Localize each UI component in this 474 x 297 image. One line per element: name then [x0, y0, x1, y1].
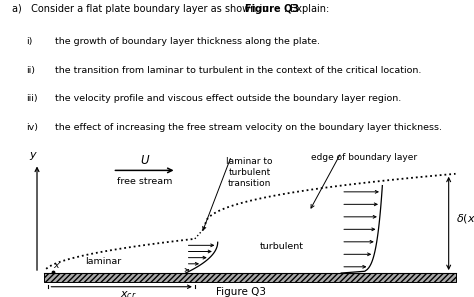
- Text: iii): iii): [26, 94, 38, 103]
- Text: . Explain:: . Explain:: [284, 4, 329, 14]
- Text: a)   Consider a flat plate boundary layer as shown in: a) Consider a flat plate boundary layer …: [12, 4, 272, 14]
- Text: i): i): [26, 37, 32, 46]
- Text: Figure Q3: Figure Q3: [245, 4, 299, 14]
- Bar: [44, 273, 456, 282]
- Text: the transition from laminar to turbulent in the context of the critical location: the transition from laminar to turbulent…: [55, 66, 421, 75]
- Text: the velocity profile and viscous effect outside the boundary layer region.: the velocity profile and viscous effect …: [55, 94, 401, 103]
- Text: $x_{cr}$: $x_{cr}$: [120, 289, 137, 297]
- Text: free stream: free stream: [117, 177, 173, 186]
- Text: iv): iv): [26, 123, 38, 132]
- Text: ii): ii): [26, 66, 35, 75]
- Text: x: x: [53, 261, 59, 271]
- Text: laminar: laminar: [85, 257, 121, 266]
- Text: turbulent: turbulent: [260, 242, 304, 251]
- Text: the effect of increasing the free stream velocity on the boundary layer thicknes: the effect of increasing the free stream…: [55, 123, 441, 132]
- Text: laminar to
turbulent
transition: laminar to turbulent transition: [227, 157, 273, 188]
- Text: U: U: [140, 154, 149, 167]
- Text: edge of boundary layer: edge of boundary layer: [311, 153, 417, 162]
- Text: Figure Q3: Figure Q3: [216, 287, 265, 297]
- Text: $\delta(x)$: $\delta(x)$: [456, 212, 474, 225]
- Text: y: y: [29, 150, 36, 160]
- Text: the growth of boundary layer thickness along the plate.: the growth of boundary layer thickness a…: [55, 37, 319, 46]
